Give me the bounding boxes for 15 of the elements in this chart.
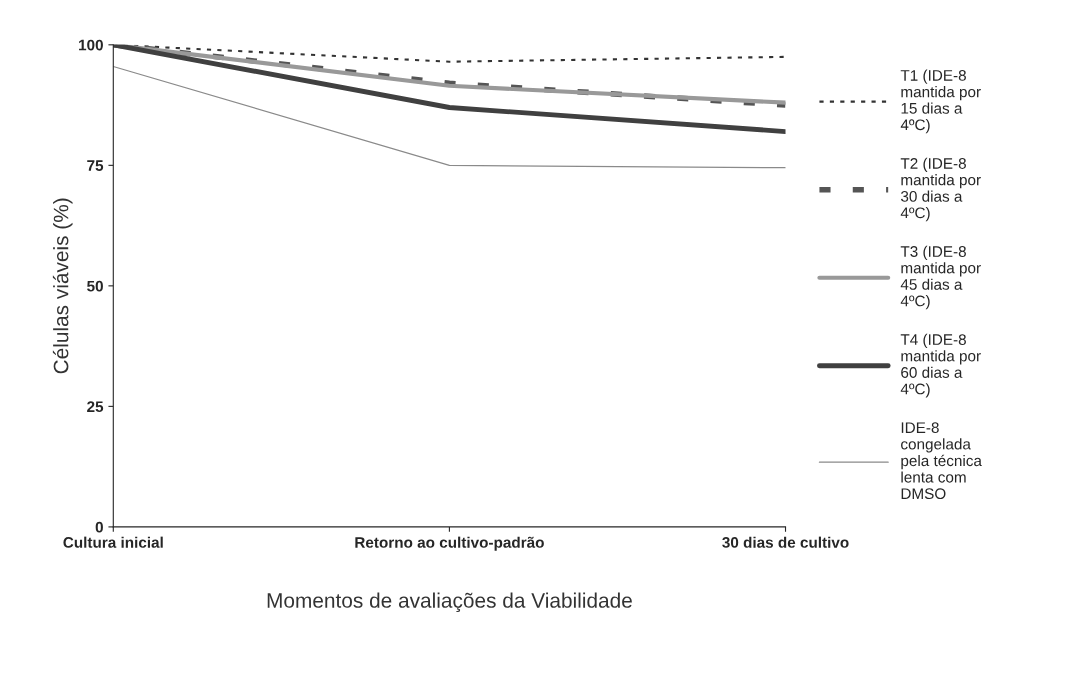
y-tick-label: 50 bbox=[87, 280, 103, 292]
x-tick-label: 30 dias de cultivo bbox=[722, 536, 849, 548]
x-tick-label: Cultura inicial bbox=[63, 536, 163, 548]
y-tick-label: 25 bbox=[87, 401, 104, 413]
y-tick-label: 75 bbox=[87, 160, 104, 172]
legend-label: T2 (IDE-8 mantida por 30 dias a 4ºC) bbox=[900, 157, 981, 222]
x-tick-label: Retorno ao cultivo-padrão bbox=[355, 536, 544, 551]
legend-label: T4 (IDE-8 mantida por 60 dias a 4ºC) bbox=[900, 333, 981, 398]
legend-label: IDE-8 congelada pela técnica lenta com DMSO bbox=[901, 422, 982, 500]
y-tick-label: 0 bbox=[95, 521, 103, 533]
y-tick-label: 100 bbox=[79, 39, 103, 51]
legend-label: T1 (IDE-8 mantida por 15 dias a 4ºC) bbox=[900, 69, 981, 134]
y-axis-title: Células viáveis (%) bbox=[52, 198, 73, 374]
legend-label: T3 (IDE-8 mantida por 45 dias a 4ºC) bbox=[900, 245, 981, 310]
x-axis-title: Momentos de avaliações da Viabilidade bbox=[267, 592, 632, 613]
